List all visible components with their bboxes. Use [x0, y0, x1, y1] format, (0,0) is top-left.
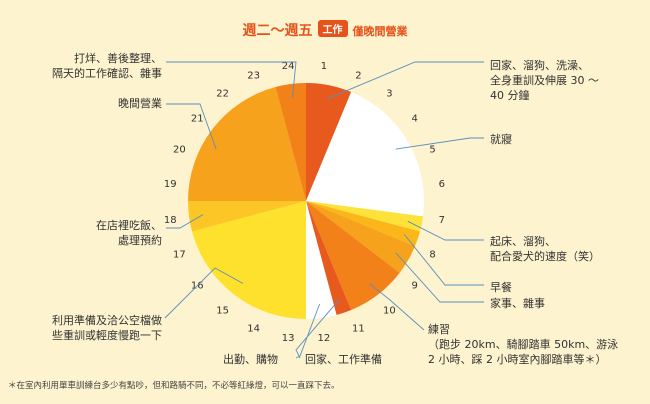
pie-slice-11 [275, 83, 306, 201]
leader-line-10 [166, 103, 217, 150]
hour-label-15: 15 [216, 306, 229, 317]
leader-line-0 [326, 61, 484, 100]
hour-label-3: 3 [386, 88, 392, 99]
hour-label-24: 24 [282, 61, 295, 72]
hour-label-20: 20 [173, 145, 186, 156]
hour-label-8: 8 [429, 249, 435, 260]
hour-label-23: 23 [247, 70, 260, 81]
label-weight-training: 利用準備及洽公空檔做 些重訓或輕度慢跑一下 [52, 314, 162, 342]
title-prefix: 週二〜週五 [242, 23, 313, 39]
label-commute-prep: 回家、工作準備 [305, 353, 382, 366]
leader-line-9 [166, 214, 204, 229]
pie-slice-9 [188, 201, 306, 232]
hour-label-6: 6 [439, 179, 445, 190]
pie-slice-3 [306, 201, 420, 247]
hour-label-7: 7 [439, 215, 445, 226]
label-training: 練習 （跑步 20km、騎腳踏車 50km、游泳 2 小時、踩 2 小時室內腳踏車等… [428, 323, 619, 366]
hour-label-5: 5 [429, 145, 435, 156]
hour-label-1: 1 [321, 61, 327, 72]
pie-slice-8 [192, 201, 306, 319]
leader-line-8 [164, 267, 244, 319]
label-meal-booking: 在店裡吃飯、 處理預約 [96, 219, 162, 247]
leader-line-7 [295, 303, 321, 359]
hour-label-10: 10 [383, 306, 396, 317]
label-commute-shopping: 出勤、購物 [223, 353, 278, 366]
leader-line-5 [368, 283, 425, 331]
label-wake-walk-dog: 起床、溜狗、 配合愛犬的速度（笑） [490, 235, 600, 263]
hour-label-11: 11 [352, 324, 365, 335]
leader-line-2 [407, 220, 484, 241]
label-housework: 家事、雜事 [490, 297, 545, 310]
leader-line-11 [166, 61, 297, 99]
hour-label-9: 9 [412, 280, 418, 291]
pie-slice-7 [306, 201, 337, 319]
chart-title: 週二〜週五 工作 僅晚間營業 [0, 20, 650, 40]
pie-slice-10 [188, 87, 306, 201]
pie-slice-4 [306, 201, 416, 273]
hour-label-4: 4 [412, 114, 418, 125]
hour-label-21: 21 [191, 114, 204, 125]
pie-slice-1 [306, 91, 424, 217]
leader-line-3 [403, 234, 484, 286]
pie-slice-2 [306, 201, 423, 232]
footnote: ＊在室內利用單車訓練台多少有點吵，但和路騎不同，不必等紅綠燈，可以一直踩下去。 [8, 381, 340, 391]
hour-label-14: 14 [247, 324, 260, 335]
leader-line-1 [395, 137, 484, 150]
hour-label-18: 18 [164, 215, 177, 226]
label-closing: 打烊、善後整理、 隔天的工作確認、雜事 [52, 52, 162, 80]
label-bath-training: 回家、溜狗、洗澡、 全身重訓及伸展 30 〜 40 分鐘 [490, 59, 599, 102]
pie-slice-5 [306, 201, 400, 311]
work-tag: 工作 [317, 20, 348, 37]
pie-slice-6 [306, 201, 352, 315]
title-suffix: 僅晚間營業 [352, 25, 408, 38]
pie-slice-0 [306, 83, 352, 201]
label-breakfast: 早餐 [490, 281, 512, 294]
hour-label-13: 13 [282, 333, 295, 344]
leader-line-4 [395, 252, 484, 303]
label-sleep: 就寢 [490, 133, 512, 146]
hour-label-19: 19 [164, 179, 177, 190]
hour-label-22: 22 [216, 88, 229, 99]
leader-line-6 [295, 299, 340, 359]
hour-label-12: 12 [318, 333, 331, 344]
hour-label-2: 2 [355, 70, 361, 81]
hour-label-17: 17 [173, 249, 186, 260]
label-evening-business: 晚間營業 [118, 97, 162, 110]
